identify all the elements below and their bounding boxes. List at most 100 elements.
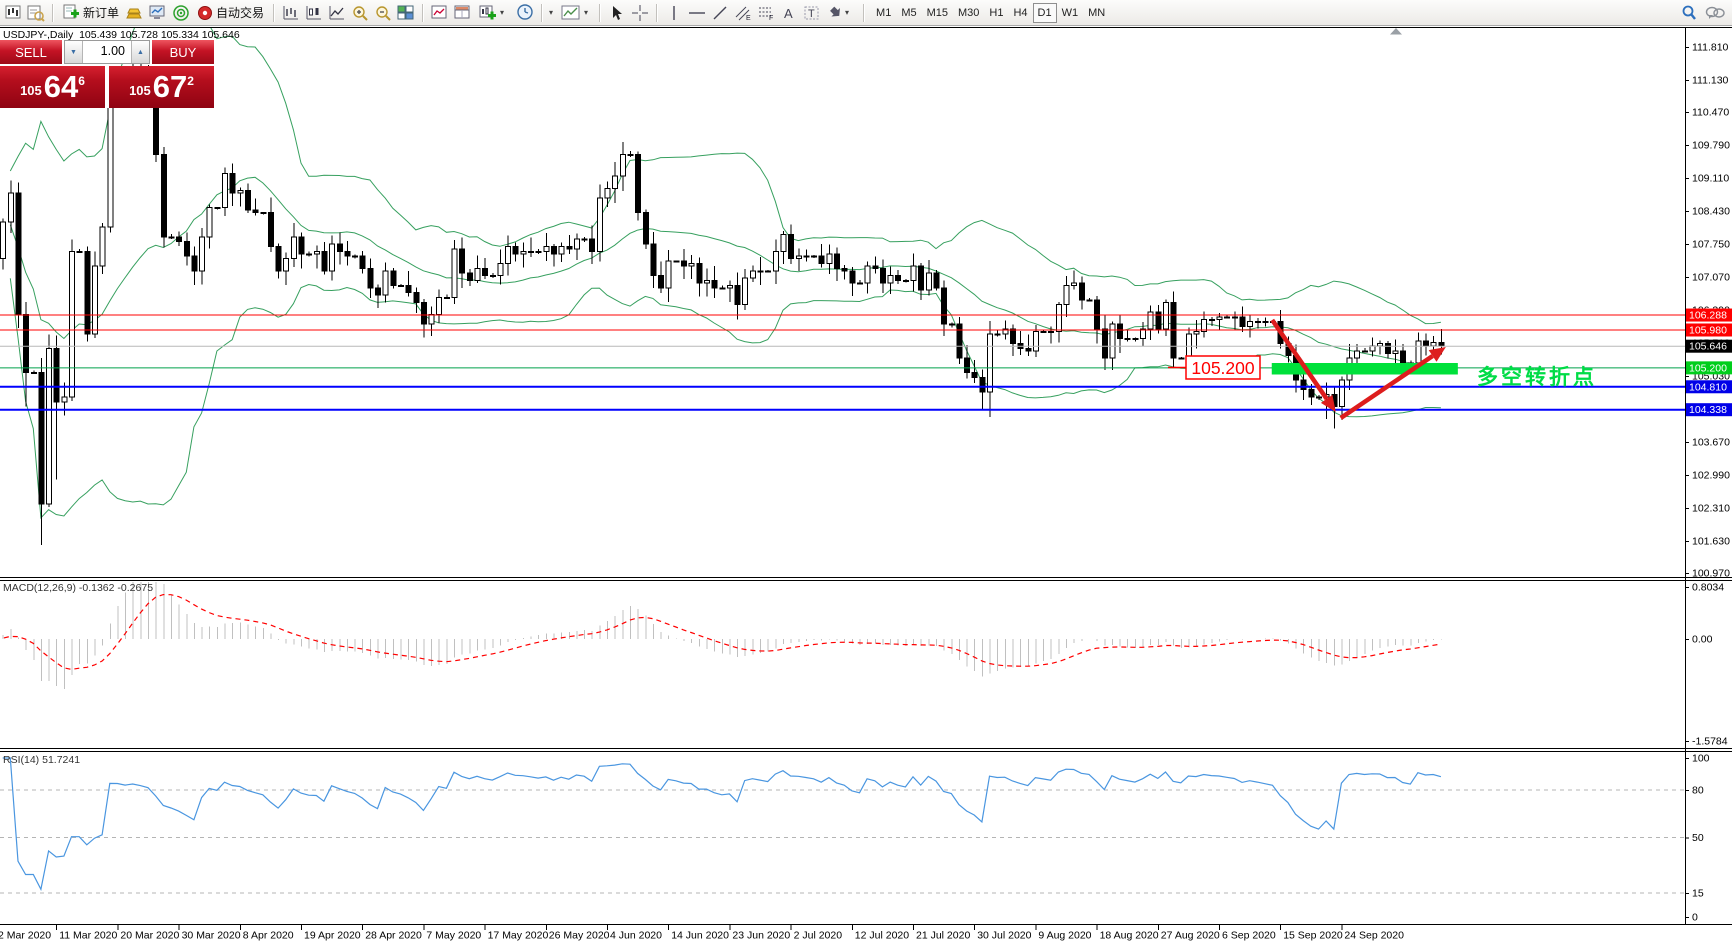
chat-icon[interactable] xyxy=(1705,3,1725,23)
svg-text:30 Jul 2020: 30 Jul 2020 xyxy=(977,930,1031,942)
ohlc-open: 105.439 xyxy=(79,29,118,41)
timeframe-w1[interactable]: W1 xyxy=(1061,6,1079,19)
svg-text:103.670: 103.670 xyxy=(1692,437,1730,449)
bid-price-box[interactable]: 105 64 6 xyxy=(0,66,107,108)
symbol-title: USDJPY-,Daily xyxy=(3,29,74,41)
buy-button[interactable]: BUY xyxy=(152,40,214,64)
profile-icon[interactable] xyxy=(26,3,46,23)
svg-text:T: T xyxy=(808,8,815,20)
volume-decrease-button[interactable]: ▼ xyxy=(65,41,83,63)
ask-prefix: 105 xyxy=(129,83,151,98)
timeframe-m5[interactable]: M5 xyxy=(901,6,917,19)
bar-chart-mode-icon[interactable] xyxy=(281,3,301,23)
price-tag-105.98 xyxy=(1686,323,1732,337)
bid-prefix: 105 xyxy=(20,83,42,98)
symbol-info-line: USDJPY-,Daily 105.439 105.728 105.334 10… xyxy=(3,29,240,41)
turning-point-bar[interactable] xyxy=(1271,363,1458,375)
timeframe-h1[interactable]: H1 xyxy=(989,6,1004,19)
terminal-icon[interactable] xyxy=(148,3,168,23)
data-window-icon[interactable] xyxy=(453,3,473,23)
new-order-button[interactable]: 新订单 xyxy=(60,3,122,22)
chart-template-icon[interactable] xyxy=(430,3,450,23)
svg-text:27 Aug 2020: 27 Aug 2020 xyxy=(1161,930,1220,942)
candles-layer xyxy=(0,51,1445,546)
autotrading-button[interactable]: 自动交易 xyxy=(194,3,267,22)
timeframe-m1[interactable]: M1 xyxy=(876,6,892,19)
timeframe-m30[interactable]: M30 xyxy=(958,6,980,19)
macd-value: -0.1362 xyxy=(78,582,115,594)
svg-text:105.980: 105.980 xyxy=(1689,324,1727,336)
chart-window-icon[interactable] xyxy=(3,3,23,23)
svg-text:26 May 2020: 26 May 2020 xyxy=(549,930,610,942)
timeframe-mn[interactable]: MN xyxy=(1088,6,1106,19)
rsi-label: RSI(14) 51.7241 xyxy=(3,754,80,766)
sell-button[interactable]: SELL xyxy=(0,40,62,64)
svg-text:101.630: 101.630 xyxy=(1692,536,1730,548)
timeframe-m15[interactable]: M15 xyxy=(926,6,948,19)
zoom-out-icon[interactable] xyxy=(373,3,393,23)
tile-windows-icon[interactable] xyxy=(396,3,416,23)
signals-icon[interactable] xyxy=(171,3,191,23)
candle-chart-mode-icon[interactable] xyxy=(304,3,324,23)
volume-input[interactable]: 1.00 xyxy=(100,44,125,58)
bid-main: 64 xyxy=(43,69,79,104)
text-label-tool-icon[interactable]: T xyxy=(802,3,822,23)
zoom-in-icon[interactable] xyxy=(350,3,370,23)
ask-price-box[interactable]: 105 67 2 xyxy=(109,66,214,108)
line-chart-mode-icon[interactable] xyxy=(327,3,347,23)
autotrading-icon xyxy=(198,5,213,20)
svg-text:-1.5784: -1.5784 xyxy=(1692,736,1728,748)
svg-text:100.970: 100.970 xyxy=(1692,568,1730,580)
text-tool-icon[interactable]: A xyxy=(779,3,799,23)
chart-frame-caret-icon[interactable]: ▾ xyxy=(584,8,589,17)
svg-text:20 Mar 2020: 20 Mar 2020 xyxy=(120,930,179,942)
svg-text:110.470: 110.470 xyxy=(1692,107,1729,119)
svg-text:15: 15 xyxy=(1692,888,1704,900)
svg-text:109.110: 109.110 xyxy=(1692,173,1729,185)
clock-icon[interactable] xyxy=(515,3,535,23)
down-trend-arrow[interactable] xyxy=(1270,318,1336,412)
new-chart-dropdown[interactable]: ▾ xyxy=(476,4,512,22)
crosshair-icon[interactable] xyxy=(630,3,650,23)
one-click-trading-panel: SELL ▼ 1.00 ▲ BUY 105 64 6 105 67 2 xyxy=(0,40,214,108)
svg-text:11 Mar 2020: 11 Mar 2020 xyxy=(59,930,117,942)
volume-increase-button[interactable]: ▲ xyxy=(131,41,149,63)
chart-type-caret-icon[interactable]: ▾ xyxy=(549,8,554,17)
macd-signal-line xyxy=(0,593,1441,671)
timeframe-h4[interactable]: H4 xyxy=(1013,6,1028,19)
rsi-line xyxy=(2,757,1442,892)
timeframe-group: M1 M5 M15 M30 H1 H4 D1 W1 MN xyxy=(871,2,1110,23)
svg-text:109.790: 109.790 xyxy=(1692,140,1730,152)
gold-icon[interactable] xyxy=(125,3,145,23)
timeframe-d1[interactable]: D1 xyxy=(1032,2,1057,23)
price-scale[interactable]: 111.810 111.130 110.470 109.790 109.110 108.4… xyxy=(1685,42,1732,924)
bollinger-upper-band xyxy=(9,28,1441,325)
up-trend-arrow[interactable] xyxy=(1339,347,1446,420)
bollinger-lower-band xyxy=(9,278,1441,520)
svg-text:102.310: 102.310 xyxy=(1692,503,1730,515)
chart-frame-icon[interactable] xyxy=(561,3,581,23)
toolbar-right-group xyxy=(1679,3,1729,23)
date-axis[interactable]: 2 Mar 2020 11 Mar 2020 20 Mar 2020 30 Mar 2… xyxy=(0,925,1404,942)
svg-text:104.810: 104.810 xyxy=(1689,381,1727,393)
svg-text:105.646: 105.646 xyxy=(1689,341,1727,353)
chevron-down-icon: ▾ xyxy=(845,8,850,17)
vertical-line-tool-icon[interactable] xyxy=(664,3,684,23)
cursor-icon[interactable] xyxy=(607,3,627,23)
trendline-tool-icon[interactable] xyxy=(710,3,730,23)
svg-text:30 Mar 2020: 30 Mar 2020 xyxy=(182,930,241,942)
chart-shift-marker[interactable] xyxy=(1390,28,1402,35)
price-level-box[interactable] xyxy=(1185,355,1261,380)
svg-text:E: E xyxy=(746,15,751,21)
search-icon[interactable] xyxy=(1679,3,1699,23)
horizontal-line-tool-icon[interactable] xyxy=(687,3,707,23)
main-pane xyxy=(0,28,1445,546)
ohlc-high: 105.728 xyxy=(119,29,158,41)
price-level-box-label: 105.200 xyxy=(1191,358,1255,378)
svg-text:14 Jun 2020: 14 Jun 2020 xyxy=(671,930,729,942)
fibonacci-tool-icon[interactable]: F xyxy=(756,3,776,23)
arrows-tool-dropdown[interactable]: ▾ xyxy=(825,5,857,21)
equidistant-channel-tool-icon[interactable]: E xyxy=(733,3,753,23)
ohlc-close: 105.646 xyxy=(201,29,240,41)
